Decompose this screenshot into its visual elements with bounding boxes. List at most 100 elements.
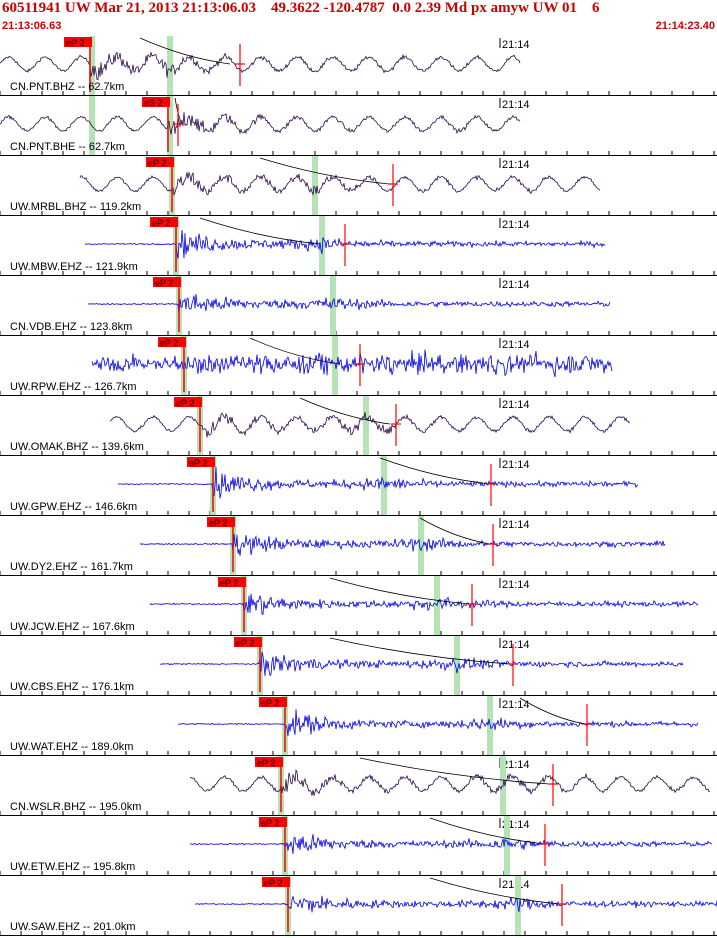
phase-pick-label: eP 2 bbox=[152, 218, 170, 228]
waveform bbox=[91, 349, 613, 378]
waveform bbox=[139, 533, 666, 556]
start-time: 21:13:06.63 bbox=[2, 20, 62, 32]
coda-curve bbox=[519, 697, 586, 725]
trace-row: 21:14 eP 2 CN.PNT.BHZ -- 62.7km bbox=[0, 36, 717, 96]
travel-time-marker bbox=[312, 156, 318, 215]
waveform bbox=[177, 709, 699, 737]
station-label: CN.VDB.EHZ -- 123.8km bbox=[10, 321, 132, 333]
phase-pick-label: eP 2 bbox=[189, 458, 207, 468]
coda-curve bbox=[249, 337, 341, 365]
trace-row: 21:14 eP 2 CN.WSLR.BHZ -- 195.0km bbox=[0, 756, 717, 816]
minute-label: 21:14 bbox=[502, 99, 530, 111]
minute-label: 21:14 bbox=[502, 399, 530, 411]
station-label: UW.OMAK.BHZ -- 139.6km bbox=[10, 441, 144, 453]
coda-curve bbox=[329, 637, 511, 665]
record-header: 60511941 UW Mar 21, 2013 21:13:06.03 49.… bbox=[0, 0, 717, 36]
station-label: UW.GPW.EHZ -- 146.6km bbox=[10, 501, 137, 513]
phase-pick-label: eP 2 bbox=[220, 578, 238, 588]
coda-curve bbox=[429, 877, 561, 905]
coda-curve bbox=[139, 37, 231, 65]
coda-curve bbox=[329, 577, 471, 605]
coda-curve bbox=[419, 517, 491, 545]
waveform bbox=[149, 593, 699, 616]
travel-time-marker bbox=[418, 516, 424, 575]
seismogram-panel: 21:14 eP 2 CN.PNT.BHZ -- 62.7km 21:14 eS 2 CN… bbox=[0, 36, 717, 936]
phase-pick-tag bbox=[259, 697, 287, 707]
travel-time-marker bbox=[363, 396, 369, 455]
station-label: CN.PNT.BHE -- 62.7km bbox=[10, 141, 125, 153]
station-label: UW.SAW.EHZ -- 201.0km bbox=[10, 921, 136, 933]
phase-pick-tag bbox=[207, 517, 235, 527]
coda-curve bbox=[299, 397, 391, 425]
phase-pick-tag bbox=[142, 97, 170, 107]
station-label: UW.WAT.EHZ -- 189.0km bbox=[10, 741, 133, 753]
waveform bbox=[87, 293, 611, 315]
minute-label: 21:14 bbox=[502, 159, 530, 171]
coda-curve bbox=[379, 457, 491, 485]
travel-time-marker bbox=[504, 816, 510, 875]
phase-pick-tag bbox=[174, 397, 202, 407]
waveform bbox=[79, 171, 601, 196]
station-label: CN.WSLR.BHZ -- 195.0km bbox=[10, 801, 141, 813]
minute-label: 21:14 bbox=[502, 339, 530, 351]
phase-pick-tag bbox=[234, 637, 262, 647]
minute-label: 21:14 bbox=[502, 579, 530, 591]
phase-pick-tag bbox=[218, 577, 246, 587]
trace-row: 21:14 eP 2 UW.GPW.EHZ -- 146.6km bbox=[0, 456, 717, 516]
travel-time-marker bbox=[89, 36, 95, 95]
travel-time-marker bbox=[167, 96, 173, 155]
phase-pick-tag bbox=[262, 877, 290, 887]
phase-pick-label: eP 2 bbox=[236, 638, 254, 648]
phase-pick-tag bbox=[64, 37, 92, 47]
phase-pick-label: eS 2 bbox=[144, 98, 163, 108]
phase-pick-label: eP 2 bbox=[209, 518, 227, 528]
waveform bbox=[159, 651, 684, 677]
minute-label: 21:14 bbox=[502, 279, 530, 291]
waveform bbox=[0, 51, 521, 81]
phase-pick-tag bbox=[158, 337, 186, 347]
trace-row: 21:14 eP 2 UW.OMAK.BHZ -- 139.6km bbox=[0, 396, 717, 456]
station-label: UW.CBS.EHZ -- 176.1km bbox=[10, 681, 134, 693]
station-label: UW.JCW.EHZ -- 167.6km bbox=[10, 621, 135, 633]
end-time: 21:14:23.40 bbox=[655, 20, 715, 32]
minute-label: 21:14 bbox=[502, 759, 530, 771]
trace-row: 21:14 eP 2 UW.CBS.EHZ -- 176.1km bbox=[0, 636, 717, 696]
event-title: 60511941 UW Mar 21, 2013 21:13:06.03 49.… bbox=[2, 0, 600, 16]
phase-pick-label: eP 2 bbox=[155, 278, 173, 288]
waveform bbox=[189, 834, 713, 854]
minute-label: 21:14 bbox=[502, 519, 530, 531]
waveform bbox=[194, 895, 717, 913]
phase-pick-label: eP 2 bbox=[160, 338, 178, 348]
waveform bbox=[189, 769, 711, 796]
phase-pick-label: eP 2 bbox=[261, 818, 279, 828]
coda-curve bbox=[429, 817, 546, 845]
travel-time-marker bbox=[454, 636, 460, 695]
trace-row: 21:14 eP 2 UW.MRBL.BHZ -- 119.2km bbox=[0, 156, 717, 216]
waveform bbox=[0, 112, 521, 135]
station-label: CN.PNT.BHZ -- 62.7km bbox=[10, 81, 124, 93]
phase-pick-label: eP 2 bbox=[176, 398, 194, 408]
waveform bbox=[109, 412, 631, 438]
phase-pick-tag bbox=[150, 217, 178, 227]
phase-pick-label: eP 2 bbox=[148, 158, 166, 168]
station-label: UW.MRBL.BHZ -- 119.2km bbox=[10, 201, 141, 213]
phase-pick-tag bbox=[153, 277, 181, 287]
phase-pick-tag bbox=[255, 757, 283, 767]
station-label: UW.RPW.EHZ -- 126.7km bbox=[10, 381, 137, 393]
trace-row: 21:14 eP 2 UW.MBW.EHZ -- 121.9km bbox=[0, 216, 717, 276]
travel-time-marker bbox=[330, 276, 336, 335]
minute-label: 21:14 bbox=[502, 459, 530, 471]
station-label: UW.MBW.EHZ -- 121.9km bbox=[10, 261, 138, 273]
trace-row: 21:14 eP 2 CN.VDB.EHZ -- 123.8km bbox=[0, 276, 717, 336]
phase-pick-tag bbox=[259, 817, 287, 827]
phase-pick-label: eP 2 bbox=[257, 758, 275, 768]
coda-curve bbox=[259, 157, 391, 185]
waveform bbox=[117, 466, 639, 499]
phase-pick-label: eP 2 bbox=[261, 698, 279, 708]
trace-row: 21:14 eP 2 UW.JCW.EHZ -- 167.6km bbox=[0, 576, 717, 636]
minute-label: 21:14 bbox=[502, 639, 530, 651]
station-label: UW.DY2.EHZ -- 161.7km bbox=[10, 561, 133, 573]
minute-label: 21:14 bbox=[502, 39, 530, 51]
